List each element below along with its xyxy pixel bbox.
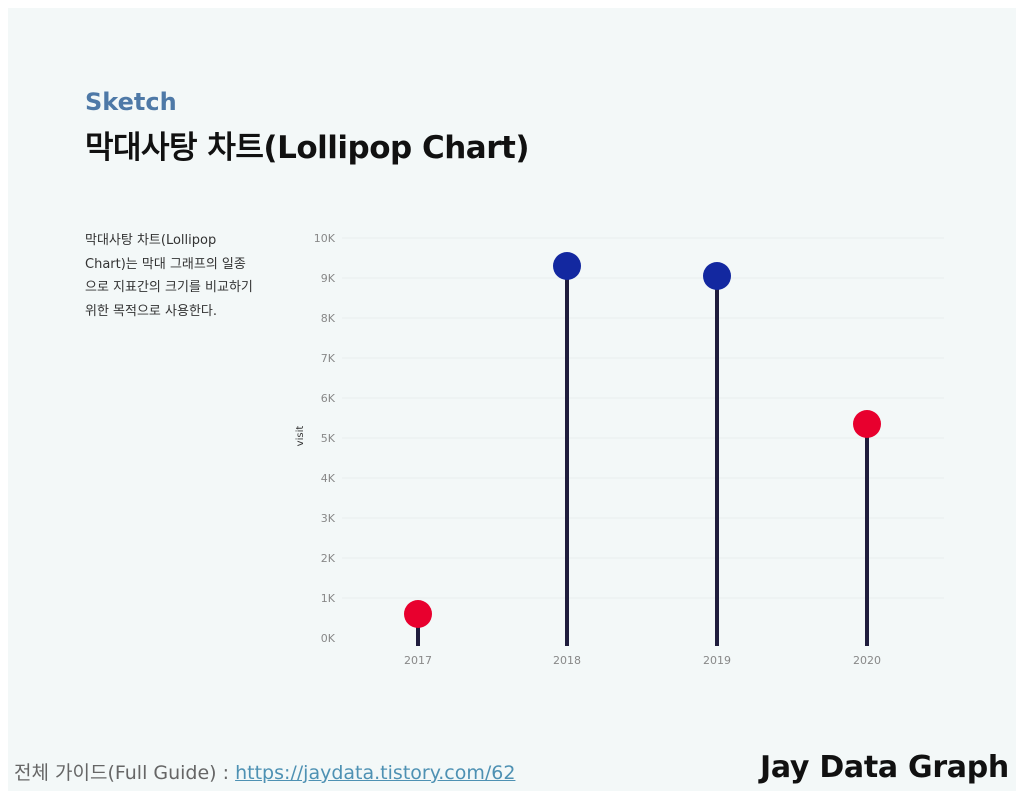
footer-guide-prefix: 전체 가이드(Full Guide) : <box>14 762 236 784</box>
lollipop-point-2018[interactable] <box>553 252 581 280</box>
kicker-label: Sketch <box>85 88 177 116</box>
y-tick-label: 2K <box>321 552 336 565</box>
chart-description: 막대사탕 차트(Lollipop Chart)는 막대 그래프의 일종으로 지표… <box>85 233 253 319</box>
y-tick-label: 6K <box>321 392 336 405</box>
gridlines <box>342 237 944 599</box>
y-tick-label: 5K <box>321 432 336 445</box>
y-tick-label: 8K <box>321 312 336 325</box>
chart-panel <box>8 8 1016 791</box>
y-tick-label: 3K <box>321 512 336 525</box>
y-tick-label: 7K <box>321 352 336 365</box>
lollipop-stems <box>416 266 869 646</box>
footer-guide-link[interactable]: https://jaydata.tistory.com/62 <box>235 762 516 784</box>
x-tick-label: 2019 <box>703 654 731 667</box>
x-axis-ticks: 2017 2018 2019 2020 <box>404 654 881 667</box>
x-tick-label: 2017 <box>404 654 432 667</box>
lollipop-point-2019[interactable] <box>703 262 731 290</box>
footer-guide: 전체 가이드(Full Guide) : https://jaydata.tis… <box>14 758 515 785</box>
x-tick-label: 2020 <box>853 654 881 667</box>
brand-logo-text: Jay Data Graph <box>760 750 1009 785</box>
y-axis-label: visit <box>295 426 306 447</box>
page-title: 막대사탕 차트(Lollipop Chart) <box>85 130 530 166</box>
lollipop-point-2020[interactable] <box>853 410 881 438</box>
y-axis-ticks: 0K 1K 2K 3K 4K 5K 6K 7K 8K 9K 10K <box>314 232 336 645</box>
y-tick-label: 1K <box>321 592 336 605</box>
lollipop-points <box>404 252 881 628</box>
x-tick-label: 2018 <box>553 654 581 667</box>
y-tick-label: 10K <box>314 232 336 245</box>
y-tick-label: 4K <box>321 472 336 485</box>
y-tick-label: 9K <box>321 272 336 285</box>
y-tick-label: 0K <box>321 632 336 645</box>
lollipop-point-2017[interactable] <box>404 600 432 628</box>
